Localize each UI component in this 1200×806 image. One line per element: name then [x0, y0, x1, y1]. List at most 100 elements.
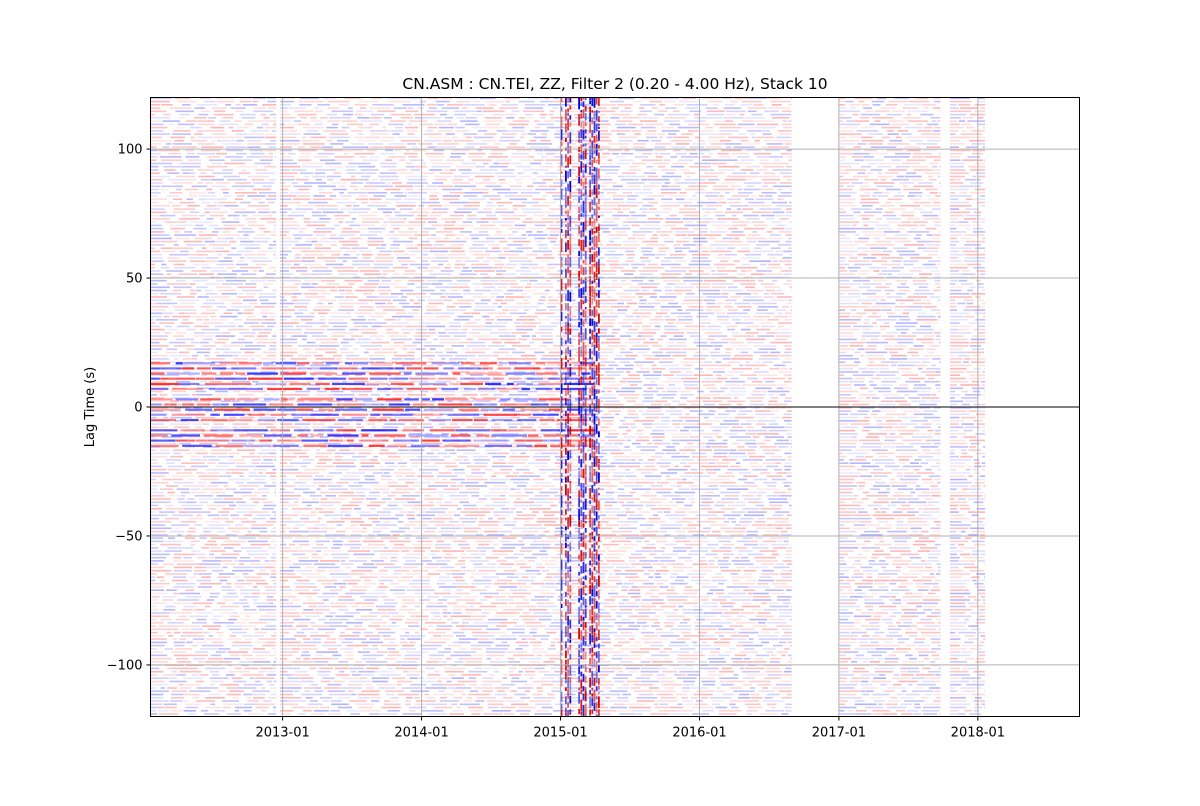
noise-mark	[744, 253, 761, 256]
noise-mark	[443, 227, 465, 230]
noise-mark	[162, 599, 174, 601]
noise-mark	[532, 182, 547, 184]
noise-mark	[594, 302, 617, 305]
noise-mark	[226, 693, 241, 696]
noise-mark	[407, 312, 419, 315]
noise-mark	[721, 293, 729, 295]
noise-mark	[280, 201, 296, 204]
noise-mark	[523, 211, 543, 214]
noise-mark	[418, 322, 441, 324]
noise-mark	[642, 198, 655, 201]
noise-mark	[272, 710, 277, 712]
noise-mark	[434, 312, 455, 315]
noise-mark	[311, 283, 318, 285]
noise-mark	[571, 178, 585, 181]
noise-mark	[427, 126, 437, 129]
noise-mark	[334, 452, 355, 455]
noise-mark	[201, 328, 220, 331]
noise-mark	[663, 159, 670, 161]
noise-mark	[429, 459, 445, 461]
noise-mark	[692, 478, 701, 481]
noise-mark	[280, 159, 294, 161]
noise-mark	[193, 573, 198, 575]
noise-mark	[643, 384, 658, 386]
noise-mark	[150, 244, 165, 246]
noise-mark	[252, 468, 268, 471]
noise-mark	[740, 351, 748, 354]
noise-mark	[683, 172, 696, 174]
noise-mark	[449, 192, 465, 194]
noise-mark	[655, 156, 663, 158]
noise-mark	[745, 165, 754, 168]
noise-mark	[659, 296, 677, 298]
noise-mark	[253, 110, 274, 113]
noise-mark	[342, 380, 348, 383]
noise-mark	[648, 208, 657, 210]
noise-mark	[712, 309, 723, 311]
noise-mark	[639, 309, 658, 311]
noise-mark	[380, 152, 396, 155]
noise-mark	[169, 495, 180, 497]
noise-mark	[150, 615, 169, 618]
noise-mark	[479, 146, 499, 148]
noise-mark	[729, 244, 751, 246]
noise-mark	[237, 449, 255, 451]
noise-mark	[383, 117, 392, 119]
noise-mark	[782, 361, 792, 363]
noise-mark	[166, 348, 178, 350]
noise-mark	[604, 423, 614, 425]
noise-mark	[635, 481, 655, 484]
noise-mark	[323, 97, 336, 100]
noise-mark	[662, 201, 673, 204]
noise-mark	[779, 394, 786, 396]
noise-mark	[197, 586, 213, 588]
noise-mark	[406, 182, 428, 184]
noise-mark	[678, 159, 694, 161]
noise-mark	[520, 279, 528, 282]
noise-mark	[630, 214, 647, 217]
noise-mark	[172, 143, 192, 145]
noise-mark	[399, 208, 413, 210]
noise-mark	[660, 309, 670, 311]
noise-mark	[280, 250, 292, 253]
noise-mark	[398, 302, 410, 305]
noise-mark	[728, 286, 738, 289]
noise-mark	[394, 149, 402, 152]
noise-mark	[664, 100, 676, 103]
noise-mark	[250, 563, 261, 565]
noise-mark	[312, 175, 326, 178]
noise-mark	[471, 468, 481, 471]
noise-mark	[536, 175, 558, 178]
noise-mark	[500, 162, 510, 165]
noise-mark	[453, 446, 467, 448]
noise-mark	[469, 234, 490, 236]
noise-mark	[557, 270, 572, 272]
noise-mark	[229, 455, 234, 458]
noise-mark	[425, 152, 444, 155]
noise-mark	[237, 126, 249, 129]
noise-mark	[597, 475, 609, 477]
noise-mark	[165, 143, 171, 145]
noise-mark	[471, 237, 479, 240]
noise-mark	[361, 159, 379, 161]
noise-mark	[770, 455, 783, 458]
noise-mark	[543, 120, 554, 122]
noise-mark	[410, 449, 425, 451]
noise-mark	[150, 100, 170, 103]
noise-mark	[223, 596, 239, 598]
noise-mark	[555, 289, 574, 292]
noise-mark	[644, 426, 652, 429]
noise-mark	[150, 165, 159, 168]
noise-mark	[170, 697, 185, 699]
noise-mark	[619, 247, 637, 249]
noise-mark	[466, 338, 473, 341]
noise-mark	[407, 394, 427, 396]
noise-mark	[280, 341, 298, 344]
noise-mark	[340, 247, 351, 249]
noise-mark	[259, 569, 266, 572]
noise-mark	[161, 436, 183, 438]
noise-mark	[324, 416, 346, 419]
noise-mark	[150, 195, 158, 197]
noise-mark	[150, 657, 172, 660]
noise-mark	[218, 201, 237, 204]
